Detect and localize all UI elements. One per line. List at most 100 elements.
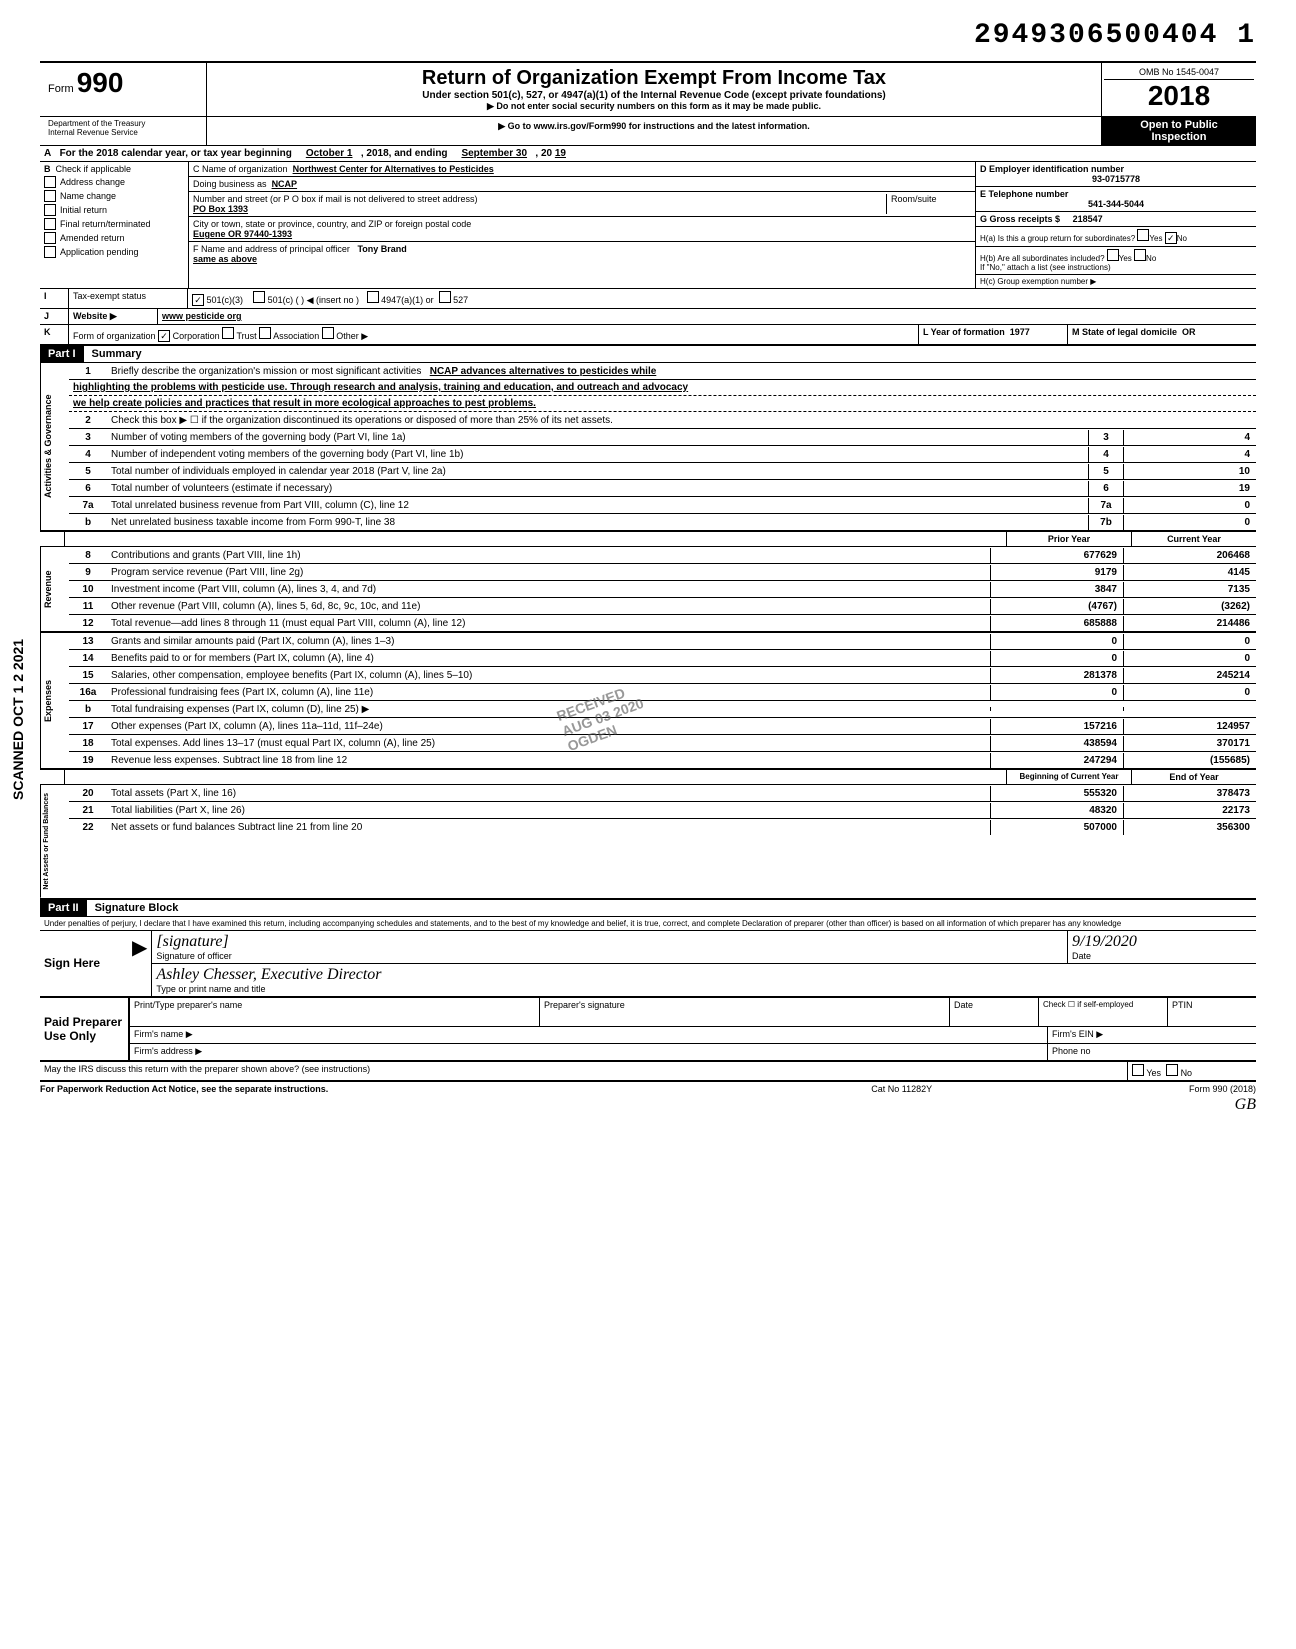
firm-name-label: Firm's name ▶ <box>129 1027 1047 1043</box>
ha-no-label: No <box>1177 234 1187 243</box>
cb-irs-no[interactable] <box>1166 1064 1178 1076</box>
line6-text: Total number of volunteers (estimate if … <box>107 481 1088 496</box>
table-row: bTotal fundraising expenses (Part IX, co… <box>69 701 1256 718</box>
line-num: 9 <box>69 565 107 580</box>
room-label: Room/suite <box>886 194 971 214</box>
form-header: Form 990 Return of Organization Exempt F… <box>40 61 1256 117</box>
current-val: 378473 <box>1123 786 1256 801</box>
line-desc: Net assets or fund balances Subtract lin… <box>107 820 990 835</box>
form-label: Form <box>48 83 74 95</box>
section-bcd: B Check if applicable Address change Nam… <box>40 162 1256 289</box>
phone-label: Phone no <box>1047 1044 1256 1060</box>
paid-label: Paid Preparer Use Only <box>40 998 129 1060</box>
sign-here-label: Sign Here <box>40 931 128 996</box>
table-row: 14Benefits paid to or for members (Part … <box>69 650 1256 667</box>
paid-preparer-block: Paid Preparer Use Only Print/Type prepar… <box>40 998 1256 1062</box>
current-val: 4145 <box>1123 565 1256 580</box>
line-num: 15 <box>69 668 107 683</box>
table-row: 8Contributions and grants (Part VIII, li… <box>69 547 1256 564</box>
footer-mid: Cat No 11282Y <box>614 1084 1188 1094</box>
line5-text: Total number of individuals employed in … <box>107 464 1088 479</box>
line1-cont2: we help create policies and practices th… <box>73 398 536 409</box>
line1-text: Briefly describe the organization's miss… <box>111 366 421 377</box>
cb-trust[interactable] <box>222 327 234 339</box>
prior-val: 247294 <box>990 753 1123 768</box>
perjury-text: Under penalties of perjury, I declare th… <box>40 917 1256 931</box>
prior-val: 0 <box>990 651 1123 666</box>
addr-label: Number and street (or P O box if mail is… <box>193 194 886 204</box>
checkbox-name[interactable] <box>44 190 56 202</box>
col-c: C Name of organization Northwest Center … <box>189 162 976 288</box>
hb-no[interactable] <box>1134 249 1146 261</box>
line-desc: Professional fundraising fees (Part IX, … <box>107 685 990 700</box>
table-row: 21Total liabilities (Part X, line 26)483… <box>69 802 1256 819</box>
current-val <box>1123 707 1256 711</box>
irs-yes: Yes <box>1146 1068 1161 1078</box>
current-val: 214486 <box>1123 616 1256 631</box>
line2-num: 2 <box>69 413 107 428</box>
hb-yes[interactable] <box>1107 249 1119 261</box>
line-desc: Total expenses. Add lines 13–17 (must eq… <box>107 736 990 751</box>
checkbox-initial[interactable] <box>44 204 56 216</box>
checkbox-pending[interactable] <box>44 246 56 258</box>
row-k-text: Form of organization <box>73 331 156 341</box>
line7a-box: 7a <box>1088 498 1123 513</box>
dept2: Internal Revenue Service <box>48 128 198 137</box>
opt-pending: Application pending <box>60 247 139 257</box>
col-current: Current Year <box>1131 532 1256 546</box>
col-d: D Employer identification number 93-0715… <box>976 162 1256 288</box>
opt-corp: Corporation <box>173 331 220 341</box>
table-row: 12Total revenue—add lines 8 through 11 (… <box>69 615 1256 631</box>
ha-yes[interactable] <box>1137 229 1149 241</box>
ptin-label: PTIN <box>1167 998 1256 1026</box>
opt-527: 527 <box>453 295 468 305</box>
ha-yes-label: Yes <box>1149 234 1162 243</box>
opt-assoc: Association <box>273 331 319 341</box>
f-label: F Name and address of principal officer <box>193 244 350 254</box>
checkbox-address[interactable] <box>44 176 56 188</box>
checkbox-amended[interactable] <box>44 232 56 244</box>
header-row-2: Department of the Treasury Internal Reve… <box>40 117 1256 146</box>
line-desc: Revenue less expenses. Subtract line 18 … <box>107 753 990 768</box>
cb-4947[interactable] <box>367 291 379 303</box>
line7b-num: b <box>69 515 107 530</box>
may-irs-text: May the IRS discuss this return with the… <box>40 1062 1127 1080</box>
current-val: 0 <box>1123 651 1256 666</box>
cb-irs-yes[interactable] <box>1132 1064 1144 1076</box>
sig-date: 9/19/2020 <box>1072 933 1252 951</box>
tax-year-end: September 30 <box>461 148 527 159</box>
current-val: 245214 <box>1123 668 1256 683</box>
firm-ein-label: Firm's EIN ▶ <box>1047 1027 1256 1043</box>
ein: 93-0715778 <box>1092 174 1140 184</box>
part1-label: Part I <box>40 346 84 362</box>
stamp-number: 2949306500404 1 <box>40 20 1256 51</box>
opt-name: Name change <box>60 191 116 201</box>
opt-501c: 501(c) ( <box>268 295 299 305</box>
d-label: D Employer identification number <box>980 164 1124 174</box>
org-name: Northwest Center for Alternatives to Pes… <box>293 164 494 174</box>
prior-val: 685888 <box>990 616 1123 631</box>
cb-527[interactable] <box>439 291 451 303</box>
m-label: M State of legal domicile <box>1072 327 1177 337</box>
f-name: Tony Brand <box>357 244 406 254</box>
cb-assoc[interactable] <box>259 327 271 339</box>
row-j: J Website ▶ www pesticide org <box>40 309 1256 325</box>
cb-other[interactable] <box>322 327 334 339</box>
ha-no[interactable]: ✓ <box>1165 232 1177 244</box>
cb-501c3[interactable]: ✓ <box>192 294 204 306</box>
label-j: J <box>40 309 69 324</box>
irs-no: No <box>1181 1068 1193 1078</box>
warn1: ▶ Do not enter social security numbers o… <box>211 101 1097 112</box>
cb-corp[interactable]: ✓ <box>158 330 170 342</box>
line3-box: 3 <box>1088 430 1123 445</box>
line5-num: 5 <box>69 464 107 479</box>
line3-num: 3 <box>69 430 107 445</box>
line-num: 21 <box>69 803 107 818</box>
opt-501c3: 501(c)(3) <box>207 295 244 305</box>
cb-501c[interactable] <box>253 291 265 303</box>
checkbox-final[interactable] <box>44 218 56 230</box>
label-k: K <box>40 325 69 344</box>
may-irs-row: May the IRS discuss this return with the… <box>40 1062 1256 1082</box>
line-desc: Contributions and grants (Part VIII, lin… <box>107 548 990 563</box>
part2-header: Part II Signature Block <box>40 900 1256 917</box>
